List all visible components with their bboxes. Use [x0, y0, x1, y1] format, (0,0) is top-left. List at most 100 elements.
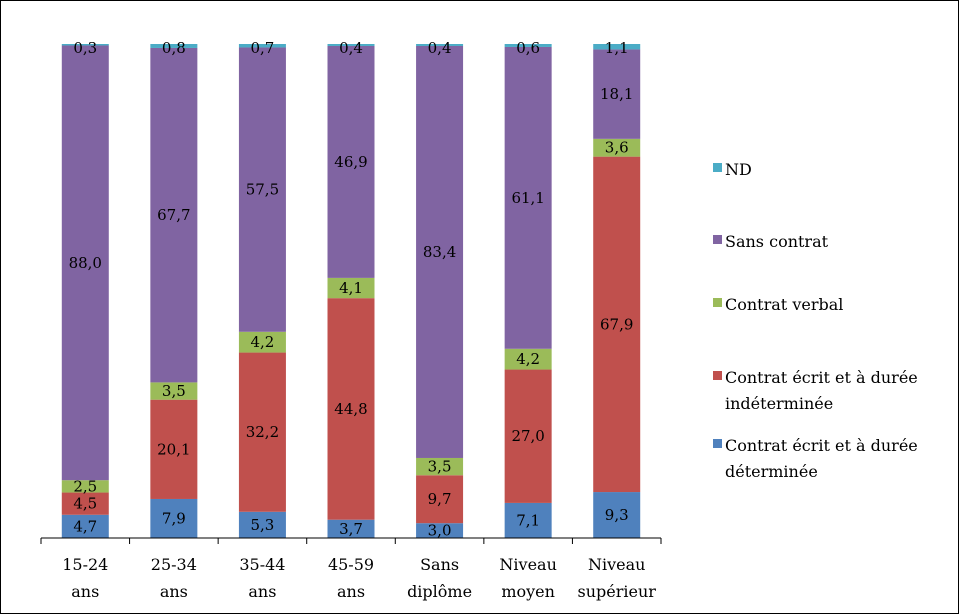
- bar-segment: [238, 44, 286, 48]
- category-label: moyen: [501, 582, 555, 601]
- data-label: 4,2: [516, 350, 540, 368]
- bar-segment: [150, 44, 198, 48]
- data-label: 27,0: [511, 427, 544, 445]
- data-label: 44,8: [334, 400, 367, 418]
- bar-segment: [150, 382, 198, 400]
- data-label: 18,1: [600, 85, 633, 103]
- data-label: 3,5: [162, 382, 186, 400]
- category-label: 15-24: [62, 555, 108, 574]
- legend-label: Contrat écrit et à durée: [725, 368, 918, 387]
- bar-segment: [416, 457, 464, 476]
- legend-swatch: [713, 371, 722, 380]
- segment-labels-layer: 4,7 4,52,5 88,0 0,3 7,9 20,1 3,5 67,7 0,8 5,3 32,2…: [69, 39, 634, 540]
- legend-label: ND: [725, 160, 752, 179]
- bar-segment: [327, 45, 375, 278]
- data-label: 67,7: [157, 206, 190, 224]
- bar-segment: [593, 44, 641, 50]
- legend-label: Contrat verbal: [725, 295, 843, 314]
- bar-segment: [150, 399, 198, 499]
- category-label: Niveau: [588, 555, 645, 574]
- data-label: 7,9: [162, 509, 186, 527]
- data-label: 46,9: [334, 153, 367, 171]
- category-label: Sans: [420, 555, 459, 574]
- category-label: 45-59: [328, 555, 374, 574]
- data-label: 67,9: [600, 315, 633, 333]
- data-label: 0,3: [73, 39, 97, 57]
- bars-layer: [61, 44, 641, 538]
- data-label: 9,7: [428, 490, 452, 508]
- bar-segment: [416, 475, 464, 524]
- data-label: 4,2: [250, 333, 274, 351]
- data-label: 57,5: [246, 181, 279, 199]
- legend-swatch: [713, 163, 722, 172]
- bar-segment: [416, 523, 464, 538]
- category-label: ans: [337, 582, 365, 601]
- category-label: 25-34: [151, 555, 197, 574]
- legend-label: indéterminée: [725, 394, 833, 413]
- bar-segment: [504, 44, 552, 47]
- data-label: 2,5: [73, 477, 97, 495]
- data-label: 4,5: [73, 495, 97, 513]
- data-label: 0,8: [162, 39, 186, 57]
- data-label: 83,4: [423, 243, 456, 261]
- category-label: diplôme: [407, 582, 472, 601]
- bar-segment: [593, 492, 641, 538]
- data-label: 4,7: [73, 517, 97, 535]
- bar-segment: [504, 369, 552, 503]
- bar-segment: [150, 47, 198, 383]
- category-label: Niveau: [499, 555, 556, 574]
- data-label: 32,2: [246, 423, 279, 441]
- data-label: 88,0: [69, 254, 102, 272]
- bar-segment: [593, 49, 641, 139]
- legend-label: déterminée: [725, 462, 818, 481]
- data-label: 20,1: [157, 440, 190, 458]
- data-label: 1,1: [605, 39, 629, 57]
- category-label: supérieur: [578, 582, 657, 601]
- legend: ND Sans contrat Contrat verbal Contrat écri…: [713, 160, 918, 481]
- data-label: 5,3: [250, 516, 274, 534]
- legend-swatch: [713, 298, 722, 307]
- bar-segment: [238, 352, 286, 512]
- data-label: 0,4: [339, 39, 363, 57]
- bar-segment: [327, 298, 375, 520]
- data-label: 3,5: [428, 458, 452, 476]
- category-label: ans: [248, 582, 276, 601]
- bar-segment: [327, 519, 375, 538]
- legend-swatch: [713, 439, 722, 448]
- bar-segment: [61, 480, 109, 493]
- bar-segment: [504, 348, 552, 370]
- bar-segment: [504, 502, 552, 538]
- category-label: ans: [160, 582, 188, 601]
- bar-segment: [61, 45, 109, 481]
- bar-segment: [327, 277, 375, 299]
- data-label: 0,7: [250, 39, 274, 57]
- bar-segment: [238, 331, 286, 353]
- data-label: 3,6: [605, 139, 629, 157]
- bar-segment: [61, 514, 109, 538]
- data-label: 4,1: [339, 279, 363, 297]
- bar-segment: [61, 492, 109, 515]
- category-label: ans: [71, 582, 99, 601]
- data-label: 0,4: [428, 39, 452, 57]
- legend-label: Contrat écrit et à durée: [725, 436, 918, 455]
- bar-segment: [504, 46, 552, 349]
- bar-segment: [416, 45, 464, 458]
- bar-segment: [150, 498, 198, 538]
- data-label: 7,1: [516, 511, 540, 529]
- data-label: 3,7: [339, 520, 363, 538]
- legend-swatch: [713, 235, 722, 244]
- bar-segment: [593, 156, 641, 493]
- category-labels-layer: 15-24 ans 25-34 ans 35-44 ans 45-59 ans Sans dipl…: [62, 555, 656, 601]
- bar-segment: [593, 138, 641, 157]
- x-axis-ticks: [40, 538, 662, 544]
- bar-segment: [238, 47, 286, 332]
- bar-segment: [327, 44, 375, 46]
- data-label: 61,1: [511, 189, 544, 207]
- legend-label: Sans contrat: [725, 232, 829, 251]
- category-label: 35-44: [239, 555, 285, 574]
- bar-segment: [416, 44, 464, 46]
- bar-segment: [61, 44, 109, 46]
- data-label: 3,0: [428, 522, 452, 540]
